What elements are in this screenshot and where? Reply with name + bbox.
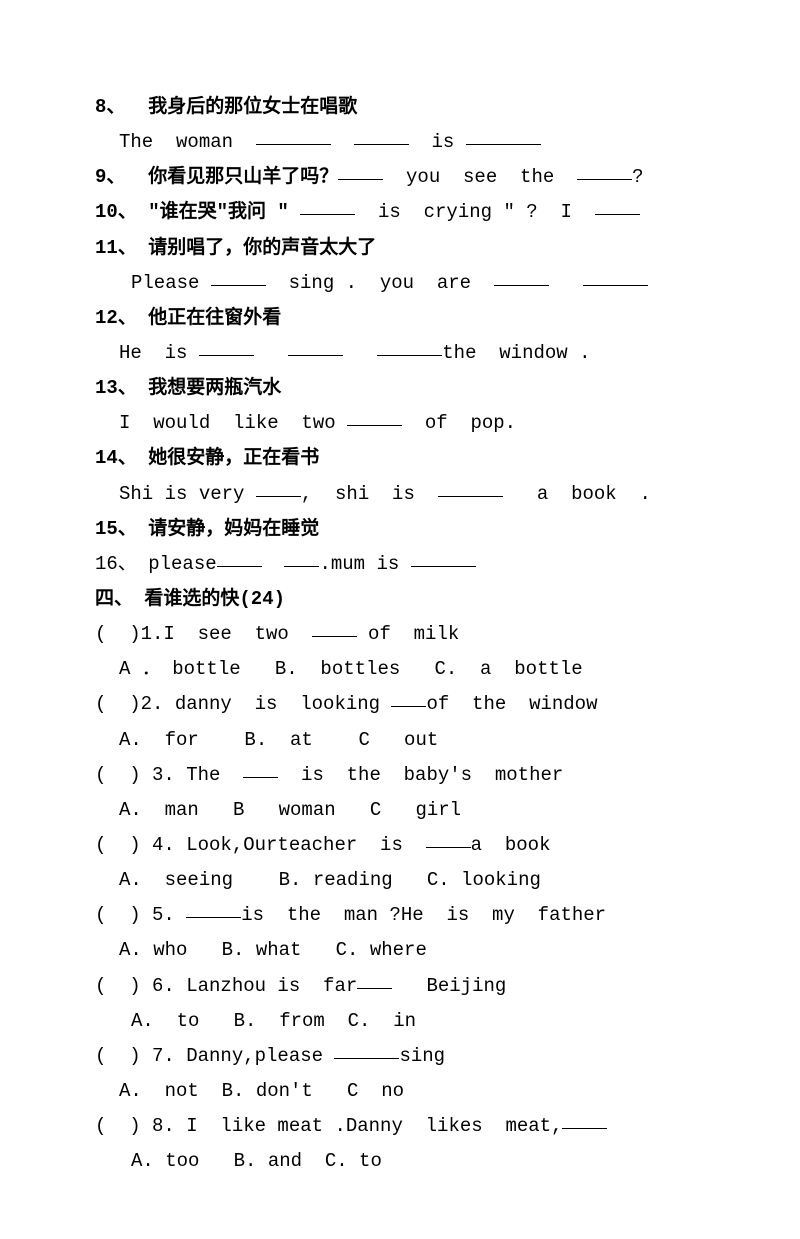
text: Shi is very: [119, 483, 256, 505]
text: ( ) 3. The: [95, 764, 243, 786]
choice-3-options: A. man B woman C girl: [95, 793, 705, 828]
choice-3-question[interactable]: ( ) 3. The is the baby's mother: [95, 758, 705, 793]
text: [343, 342, 377, 364]
q13-body[interactable]: I would like two of pop.: [95, 406, 705, 441]
blank[interactable]: [577, 160, 632, 180]
blank[interactable]: [284, 547, 319, 567]
choice-2-question[interactable]: ( )2. danny is looking of the window: [95, 687, 705, 722]
choice-8-question[interactable]: ( ) 8. I like meat .Danny likes meat,: [95, 1109, 705, 1144]
q10[interactable]: 10、 "谁在哭"我问 " is crying " ? I: [95, 195, 705, 230]
blank[interactable]: [426, 828, 471, 848]
q13-heading: 13、 我想要两瓶汽水: [95, 371, 705, 406]
text: is crying " ? I: [355, 201, 594, 223]
text: [331, 131, 354, 153]
q8-heading: 8、 我身后的那位女士在唱歌: [95, 90, 705, 125]
blank[interactable]: [357, 969, 392, 989]
section4-heading: 四、 看谁选的快(24): [95, 582, 705, 617]
choice-2-options: A. for B. at C out: [95, 723, 705, 758]
blank[interactable]: [256, 125, 331, 145]
choice-1-question[interactable]: ( )1.I see two of milk: [95, 617, 705, 652]
text: [262, 553, 285, 575]
text: of pop.: [402, 412, 516, 434]
text: Beijing: [392, 975, 506, 997]
choice-1-options: A ． bottle B. bottles C. a bottle: [95, 652, 705, 687]
text: ( ) 5.: [95, 904, 186, 926]
q14-heading: 14、 她很安静，正在看书: [95, 441, 705, 476]
blank[interactable]: [300, 195, 355, 215]
text: is the baby's mother: [278, 764, 563, 786]
blank[interactable]: [438, 477, 503, 497]
blank[interactable]: [256, 477, 301, 497]
q14-body[interactable]: Shi is very , shi is a book .: [95, 477, 705, 512]
text: [549, 272, 583, 294]
blank[interactable]: [217, 547, 262, 567]
text: sing: [399, 1045, 445, 1067]
blank[interactable]: [243, 758, 278, 778]
text: of the window: [426, 693, 597, 715]
choice-4-question[interactable]: ( ) 4. Look,Ourteacher is a book: [95, 828, 705, 863]
q10-heading: 10、 "谁在哭"我问 ": [95, 201, 300, 223]
choice-6-options: A. to B. from C. in: [95, 1004, 705, 1039]
text: is the man ?He is my father: [241, 904, 606, 926]
text: [254, 342, 288, 364]
blank[interactable]: [199, 336, 254, 356]
text: ( ) 8. I like meat .Danny likes meat,: [95, 1115, 562, 1137]
text: The woman: [119, 131, 256, 153]
text: a book .: [503, 483, 651, 505]
blank[interactable]: [347, 406, 402, 426]
blank[interactable]: [334, 1039, 399, 1059]
text: I would like two: [119, 412, 347, 434]
text: of milk: [357, 623, 460, 645]
q8-body[interactable]: The woman is: [95, 125, 705, 160]
blank[interactable]: [288, 336, 343, 356]
q12-body[interactable]: He is the window .: [95, 336, 705, 371]
blank[interactable]: [186, 898, 241, 918]
blank[interactable]: [494, 266, 549, 286]
text: is: [409, 131, 466, 153]
choice-5-options: A. who B. what C. where: [95, 933, 705, 968]
blank[interactable]: [562, 1109, 607, 1129]
q16-body[interactable]: 16、 please .mum is: [95, 547, 705, 582]
choice-7-options: A. not B. don't C no: [95, 1074, 705, 1109]
blank[interactable]: [391, 687, 426, 707]
text: ( ) 4. Look,Ourteacher is: [95, 834, 426, 856]
text: ( )2. danny is looking: [95, 693, 391, 715]
choice-7-question[interactable]: ( ) 7. Danny,please sing: [95, 1039, 705, 1074]
choice-8-options: A. too B. and C. to: [95, 1144, 705, 1179]
blank[interactable]: [377, 336, 442, 356]
blank[interactable]: [411, 547, 476, 567]
q15-heading: 15、 请安静，妈妈在睡觉: [95, 512, 705, 547]
blank[interactable]: [211, 266, 266, 286]
choice-6-question[interactable]: ( ) 6. Lanzhou is far Beijing: [95, 969, 705, 1004]
blank[interactable]: [312, 617, 357, 637]
blank[interactable]: [583, 266, 648, 286]
worksheet-page: 8、 我身后的那位女士在唱歌 The woman is 9、 你看见那只山羊了吗…: [0, 0, 800, 1239]
text: He is: [119, 342, 199, 364]
text: a book: [471, 834, 551, 856]
text: ( )1.I see two: [95, 623, 312, 645]
q11-body[interactable]: Please sing . you are: [95, 266, 705, 301]
blank[interactable]: [466, 125, 541, 145]
text: ?: [632, 166, 643, 188]
text: , shi is: [301, 483, 438, 505]
q12-heading: 12、 他正在往窗外看: [95, 301, 705, 336]
q9-heading: 9、 你看见那只山羊了吗？: [95, 166, 338, 188]
blank[interactable]: [338, 160, 383, 180]
text: .mum is: [319, 553, 410, 575]
text: ( ) 7. Danny,please: [95, 1045, 334, 1067]
text: Please: [131, 272, 211, 294]
text: sing . you are: [266, 272, 494, 294]
choice-5-question[interactable]: ( ) 5. is the man ?He is my father: [95, 898, 705, 933]
text: the window .: [442, 342, 590, 364]
q11-heading: 11、 请别唱了，你的声音太大了: [95, 231, 705, 266]
choice-4-options: A. seeing B. reading C. looking: [95, 863, 705, 898]
text: you see the: [383, 166, 577, 188]
blank[interactable]: [354, 125, 409, 145]
text: 16、 please: [95, 553, 217, 575]
q9[interactable]: 9、 你看见那只山羊了吗？ you see the ?: [95, 160, 705, 195]
blank[interactable]: [595, 195, 640, 215]
text: ( ) 6. Lanzhou is far: [95, 975, 357, 997]
